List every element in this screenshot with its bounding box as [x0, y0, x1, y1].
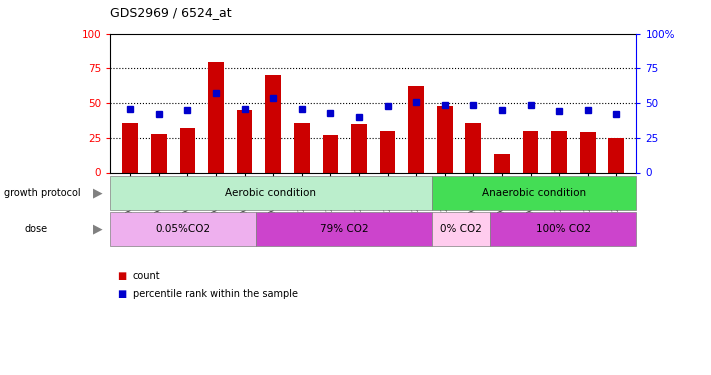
Text: ■: ■: [117, 289, 127, 298]
Text: 0% CO2: 0% CO2: [440, 224, 482, 234]
Bar: [351, 124, 367, 172]
Bar: [466, 123, 481, 172]
Bar: [523, 131, 538, 172]
Text: dose: dose: [25, 224, 48, 234]
Text: GDS2969 / 6524_at: GDS2969 / 6524_at: [110, 6, 232, 19]
Bar: [494, 154, 510, 172]
Bar: [265, 75, 281, 172]
Text: ■: ■: [117, 271, 127, 280]
Text: Anaerobic condition: Anaerobic condition: [482, 188, 586, 198]
Text: 0.05%CO2: 0.05%CO2: [156, 224, 211, 234]
Text: growth protocol: growth protocol: [4, 188, 80, 198]
Text: percentile rank within the sample: percentile rank within the sample: [133, 289, 298, 298]
Bar: [580, 132, 596, 172]
Bar: [180, 128, 196, 172]
Bar: [437, 106, 453, 172]
Bar: [294, 123, 310, 172]
Bar: [323, 135, 338, 172]
Bar: [151, 134, 166, 172]
Bar: [551, 131, 567, 172]
Bar: [609, 138, 624, 172]
Bar: [208, 62, 224, 172]
Text: Aerobic condition: Aerobic condition: [225, 188, 316, 198]
Text: ▶: ▶: [92, 187, 102, 200]
Text: count: count: [133, 271, 161, 280]
Text: 100% CO2: 100% CO2: [536, 224, 591, 234]
Text: 79% CO2: 79% CO2: [320, 224, 368, 234]
Bar: [122, 123, 138, 172]
Bar: [408, 87, 424, 172]
Bar: [380, 131, 395, 172]
Bar: [237, 110, 252, 172]
Text: ▶: ▶: [92, 222, 102, 235]
